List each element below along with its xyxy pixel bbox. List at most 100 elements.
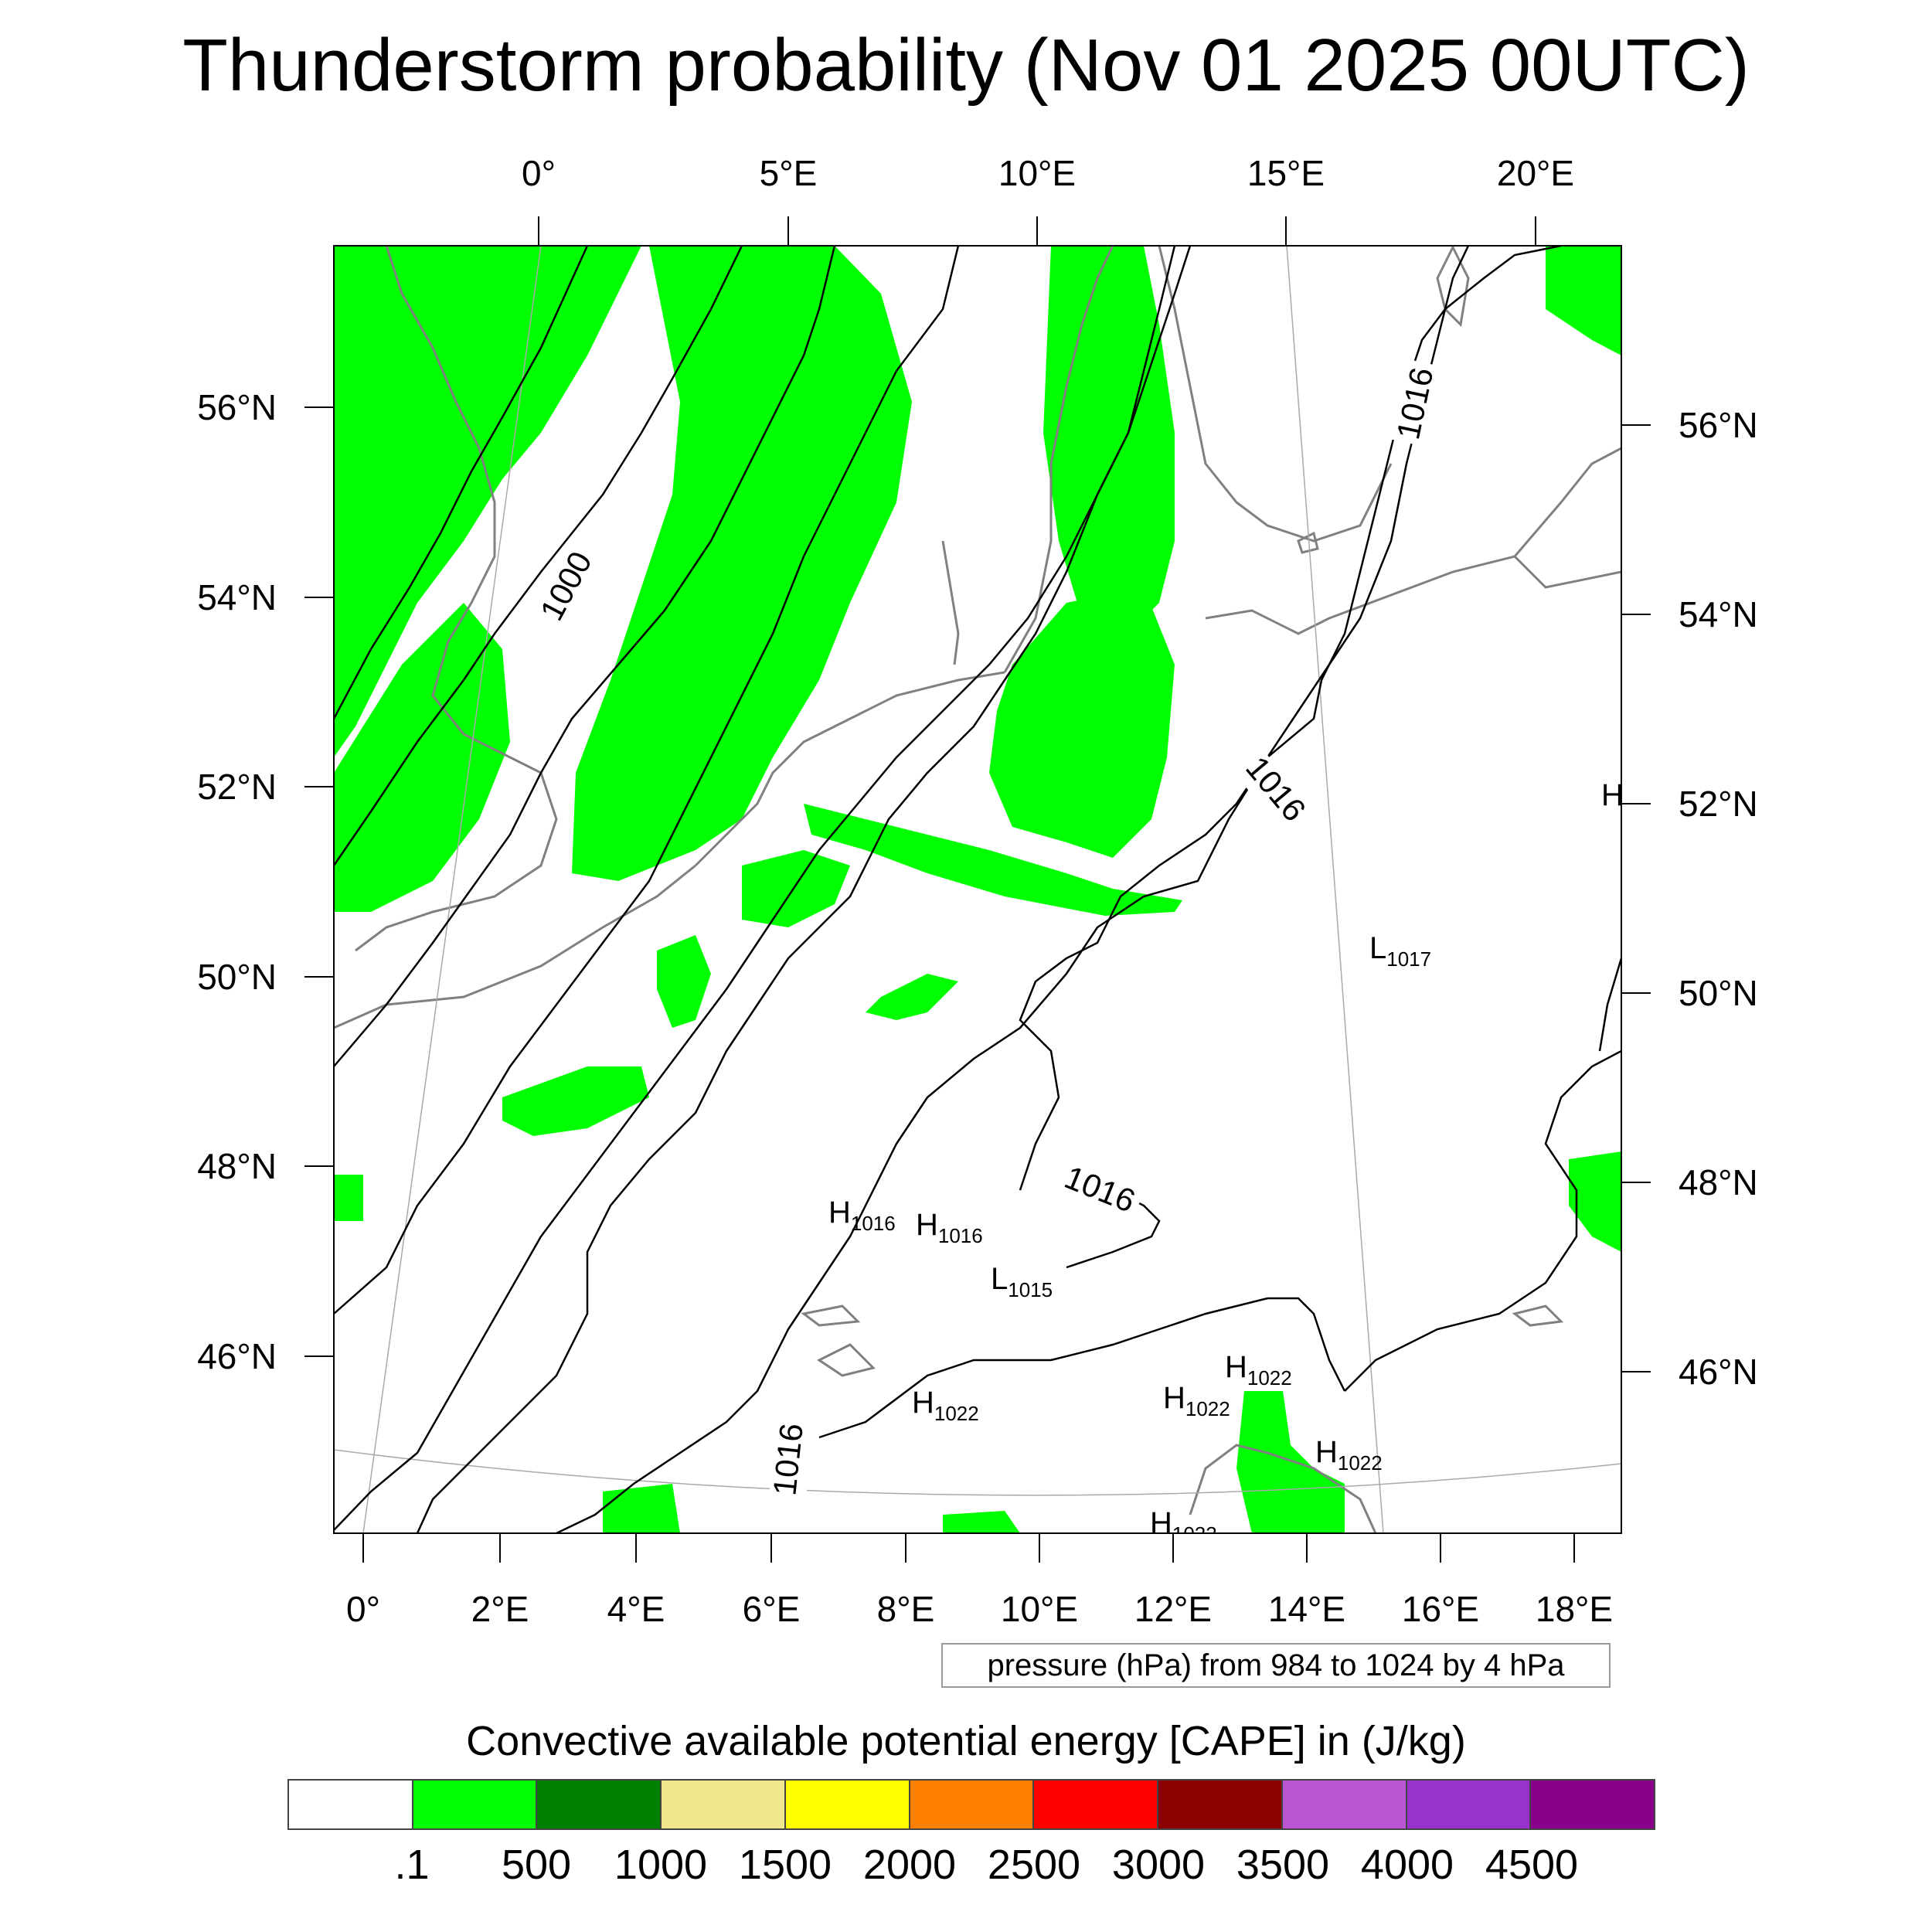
uk-east-coast bbox=[355, 246, 558, 952]
cape-region-north-sea bbox=[572, 246, 912, 881]
pressure-center: L1017 bbox=[1369, 931, 1431, 971]
right-lat-labels: 56°N 54°N 52°N 50°N 48°N 46°N bbox=[1679, 405, 1758, 1392]
left-lat-label: 56°N bbox=[197, 387, 277, 427]
colorbar-swatch bbox=[1406, 1781, 1532, 1828]
map-border bbox=[333, 245, 1622, 1534]
north-sea-islands bbox=[941, 540, 960, 665]
isobar-1020-east bbox=[1598, 957, 1621, 1052]
right-lat-label: 48°N bbox=[1679, 1162, 1758, 1202]
colorbar-label: 4500 bbox=[1485, 1842, 1579, 1888]
pressure-center: L1015 bbox=[991, 1262, 1053, 1301]
right-lat-label: 46°N bbox=[1679, 1352, 1758, 1392]
colorbar-swatch bbox=[662, 1781, 786, 1828]
top-lon-label: 20°E bbox=[1497, 153, 1574, 193]
isobar-1016 bbox=[556, 246, 1470, 1533]
denmark-coast bbox=[1003, 246, 1114, 673]
left-lat-label: 48°N bbox=[197, 1146, 277, 1186]
pressure-center: H1016 bbox=[916, 1208, 983, 1247]
colorbar-label: 3000 bbox=[1111, 1842, 1206, 1888]
left-lat-label: 52°N bbox=[197, 767, 277, 807]
colorbar-swatch bbox=[1531, 1781, 1655, 1828]
top-lon-label: 10°E bbox=[998, 153, 1076, 193]
left-lat-label: 46°N bbox=[197, 1336, 277, 1376]
colorbar-label: 4000 bbox=[1360, 1842, 1454, 1888]
cape-region-northfrance bbox=[502, 1066, 649, 1136]
cape-region-hungary bbox=[1569, 1151, 1621, 1252]
pressure-center: H1022 bbox=[1225, 1350, 1292, 1389]
right-lat-label: 52°N bbox=[1679, 784, 1758, 824]
right-lat-label: 50°N bbox=[1679, 973, 1758, 1013]
bottom-lon-label: 0° bbox=[346, 1589, 380, 1629]
isobar-996 bbox=[334, 246, 743, 866]
tick-marks bbox=[304, 216, 1651, 1563]
bottom-lon-label: 18°E bbox=[1536, 1589, 1613, 1629]
graticule bbox=[334, 246, 1621, 1533]
right-lat-label: 54°N bbox=[1679, 594, 1758, 634]
bottom-lon-label: 8°E bbox=[877, 1589, 935, 1629]
coastlines bbox=[334, 246, 1621, 1533]
cape-region-northwest bbox=[334, 246, 641, 757]
italy-lakes bbox=[817, 1343, 876, 1377]
sweden-coast bbox=[1158, 246, 1393, 543]
colorbar-swatch bbox=[910, 1781, 1035, 1828]
cape-fill-regions bbox=[334, 246, 1621, 1533]
isobar-1004 bbox=[334, 246, 960, 1315]
colorbar-label: .1 bbox=[394, 1842, 430, 1888]
colorbar-swatch bbox=[1158, 1781, 1283, 1828]
bottom-lon-labels: 0° 2°E 4°E 6°E 8°E 10°E 12°E 14°E 16°E 1… bbox=[346, 1589, 1613, 1629]
isobars bbox=[334, 246, 1621, 1533]
colorbar-label: 2500 bbox=[987, 1842, 1081, 1888]
colorbar-label: 500 bbox=[501, 1842, 572, 1888]
lake-balaton bbox=[1512, 1304, 1564, 1327]
pressure-center: H1022 bbox=[1315, 1435, 1383, 1475]
map-area bbox=[334, 246, 1621, 1533]
bottom-lon-label: 6°E bbox=[743, 1589, 801, 1629]
pressure-legend: pressure (hPa) from 984 to 1024 by 4 hPa bbox=[941, 1643, 1611, 1688]
colorbar bbox=[287, 1779, 1655, 1830]
cape-region-west-england bbox=[334, 603, 510, 912]
cape-region-west-patch bbox=[334, 1175, 363, 1221]
gotland bbox=[1436, 246, 1470, 328]
cape-region-ardennes bbox=[657, 935, 711, 1028]
bottom-lon-label: 14°E bbox=[1268, 1589, 1345, 1629]
colorbar-label: 2000 bbox=[862, 1842, 957, 1888]
colorbar-label: 3500 bbox=[1236, 1842, 1330, 1888]
colorbar-swatch bbox=[289, 1781, 413, 1828]
cape-region-adriatic bbox=[1236, 1391, 1345, 1533]
top-lon-label: 15°E bbox=[1247, 153, 1325, 193]
cape-region-belgium bbox=[742, 850, 850, 927]
colorbar-swatch bbox=[537, 1781, 662, 1828]
isobar-1012 bbox=[416, 246, 1192, 1533]
top-lon-labels: 0° 5°E 10°E 15°E 20°E bbox=[522, 153, 1574, 193]
bottom-lon-label: 10°E bbox=[1001, 1589, 1078, 1629]
top-lon-label: 5°E bbox=[760, 153, 818, 193]
bottom-lon-label: 4°E bbox=[607, 1589, 665, 1629]
pressure-centers: H1016 H1016 L1015 L1017 H1022 H1022 H102… bbox=[828, 778, 1624, 1533]
colorbar-swatch bbox=[1282, 1781, 1407, 1828]
left-lat-label: 54°N bbox=[197, 577, 277, 617]
colorbar-swatch bbox=[785, 1781, 910, 1828]
chart-title: Thunderstorm probability (Nov 01 2025 00… bbox=[182, 24, 1750, 107]
lake-geneva bbox=[801, 1304, 861, 1327]
colorbar-title: Convective available potential energy [C… bbox=[466, 1718, 1466, 1764]
netherlands-coast bbox=[694, 671, 1005, 867]
pressure-center: H bbox=[1601, 778, 1624, 812]
right-lat-label: 56°N bbox=[1679, 405, 1758, 445]
cape-region-scotland bbox=[334, 246, 410, 355]
cape-region-italy-north bbox=[603, 1484, 680, 1533]
colorbar-label: 1000 bbox=[614, 1842, 708, 1888]
bottom-lon-label: 2°E bbox=[471, 1589, 529, 1629]
isobar-992 bbox=[334, 246, 589, 719]
pressure-center: H1016 bbox=[828, 1196, 896, 1235]
left-lat-labels: 56°N 54°N 52°N 50°N 48°N 46°N bbox=[197, 387, 277, 1376]
colorbar-swatch bbox=[1034, 1781, 1159, 1828]
isobar-label: 1016 bbox=[1389, 364, 1440, 442]
isobar-1020 bbox=[1344, 1049, 1621, 1392]
cape-region-baltic-east bbox=[1546, 246, 1621, 355]
adriatic-coast bbox=[1189, 1444, 1377, 1533]
pressure-center: H1022 bbox=[912, 1386, 979, 1425]
isobar-label: 1016 bbox=[766, 1422, 810, 1498]
colorbar-swatch bbox=[413, 1781, 538, 1828]
cape-region-benelux bbox=[804, 804, 1182, 916]
